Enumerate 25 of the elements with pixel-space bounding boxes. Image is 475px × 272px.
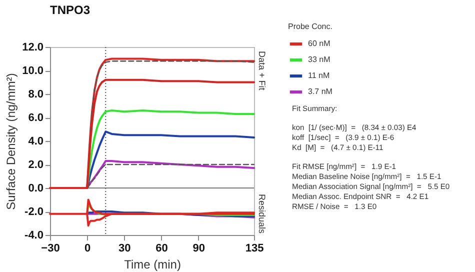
x-tick-label: 30 bbox=[118, 242, 131, 254]
y-tick-label: 12.0 bbox=[22, 42, 44, 54]
y-tick-label: 2.0 bbox=[28, 159, 44, 171]
y-tick-label: 8.0 bbox=[28, 88, 44, 100]
text: Residuals bbox=[257, 194, 267, 234]
x-tick-label: 60 bbox=[156, 242, 168, 254]
legend-title: Probe Conc. bbox=[288, 22, 332, 31]
x-tick-label: 135 bbox=[245, 242, 264, 254]
text: Data + Fit bbox=[257, 51, 267, 90]
y-tick-label: -2.0 bbox=[24, 206, 44, 218]
x-tick-label: 90 bbox=[192, 242, 205, 254]
legend-label: 33 nM bbox=[308, 55, 331, 64]
y-tick-label: 6.0 bbox=[28, 112, 44, 124]
y-axis-title: Surface Density (ng/mm²) bbox=[4, 73, 18, 210]
chart-title: TNPO3 bbox=[50, 3, 90, 17]
y-tick-label: 10.0 bbox=[22, 65, 44, 77]
legend-label: 3.7 nM bbox=[308, 87, 333, 96]
y-tick-label: -4.0 bbox=[24, 230, 44, 242]
x-tick-label: −30 bbox=[41, 242, 60, 254]
y-tick-label: 4.0 bbox=[28, 136, 44, 148]
legend-label: 11 nM bbox=[308, 71, 330, 80]
legend-label: 60 nM bbox=[308, 39, 331, 48]
y-tick-label: 0.0 bbox=[28, 182, 44, 194]
x-tick-label: 0 bbox=[84, 242, 91, 254]
x-axis-title: Time (min) bbox=[124, 258, 181, 272]
